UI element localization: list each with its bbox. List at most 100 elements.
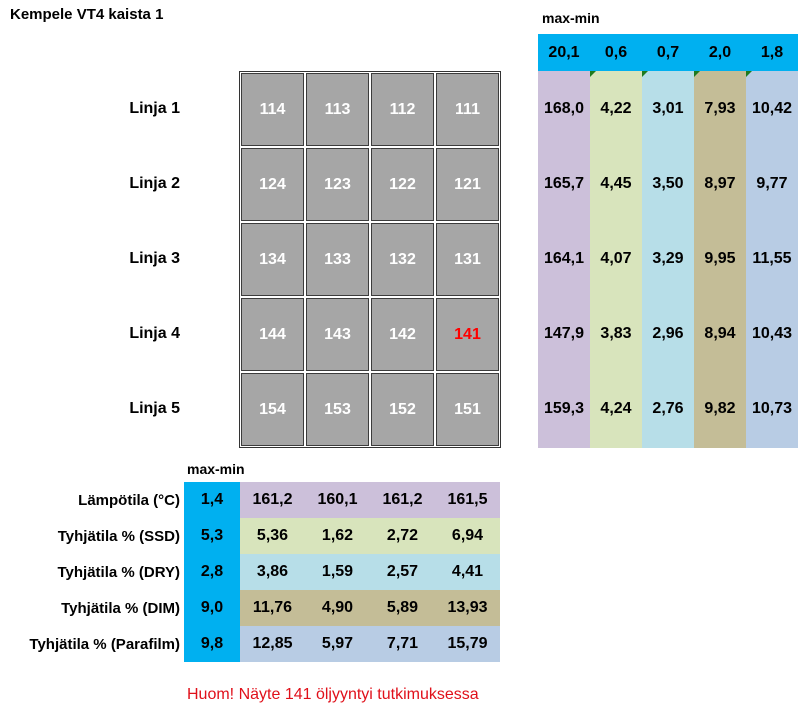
comment-marker-icon [746,71,752,77]
summary-maxmin: 1,4 [184,482,240,518]
summary-row: Tyhjätila % (Parafilm) 9,8 12,85 5,97 7,… [0,626,500,662]
warning-note: Huom! Näyte 141 öljyyntyi tutkimuksessa [187,686,479,703]
value-column: 3,01 3,50 3,29 2,96 2,76 [642,71,694,448]
summary-value: 5,89 [386,599,419,616]
column-value: 2,96 [652,324,684,342]
summary-values: 161,2 160,1 161,2 161,5 [240,482,500,518]
top-maxmin-label: max-min [542,10,600,26]
column-value: 159,3 [543,399,585,417]
top-maxmin-value: 2,0 [708,43,732,61]
grid-row: 154 153 152 151 [240,372,500,447]
bottom-maxmin-label: max-min [187,461,245,477]
value-column: 4,22 4,45 4,07 3,83 4,24 [590,71,642,448]
summary-value: 3,86 [256,563,289,580]
sample-tile: 132 [371,223,434,296]
summary-values: 5,36 1,62 2,72 6,94 [240,518,500,554]
column-value: 7,93 [704,99,736,117]
summary-value: 5,97 [321,635,354,652]
page-title: Kempele VT4 kaista 1 [10,6,164,23]
line-label: Linja 4 [129,325,180,342]
top-maxmin-value: 20,1 [548,43,580,61]
sample-tile: 142 [371,298,434,371]
sample-tile: 122 [371,148,434,221]
sample-tile: 143 [306,298,369,371]
summary-value: 4,41 [451,563,484,580]
summary-values: 3,86 1,59 2,57 4,41 [240,554,500,590]
column-value: 9,77 [756,174,788,192]
sample-tile: 124 [241,148,304,221]
sample-tile: 154 [241,373,304,446]
summary-value: 161,2 [382,491,423,508]
summary-value: 1,62 [321,527,354,544]
column-value: 168,0 [543,99,585,117]
sample-tile: 151 [436,373,499,446]
summary-value: 161,5 [447,491,488,508]
summary-value: 11,76 [252,599,293,616]
column-value: 9,95 [704,249,736,267]
sample-tile: 112 [371,73,434,146]
top-maxmin-value: 0,7 [656,43,680,61]
summary-value: 160,1 [317,491,358,508]
summary-row-label: Tyhjätila % (DIM) [61,599,180,617]
column-value: 4,22 [600,99,632,117]
column-value: 10,43 [751,324,793,342]
sample-tile: 121 [436,148,499,221]
column-value: 165,7 [543,174,585,192]
summary-row: Tyhjätila % (DRY) 2,8 3,86 1,59 2,57 4,4… [0,554,500,590]
column-value: 4,45 [600,174,632,192]
summary-row: Tyhjätila % (SSD) 5,3 5,36 1,62 2,72 6,9… [0,518,500,554]
sample-tile: 123 [306,148,369,221]
column-value: 164,1 [543,249,585,267]
grid-row: 124 123 122 121 [240,147,500,222]
line-label: Linja 2 [129,175,180,192]
summary-row-label: Tyhjätila % (DRY) [57,563,180,581]
sample-tile: 113 [306,73,369,146]
summary-values: 12,85 5,97 7,71 15,79 [240,626,500,662]
grid-row: 144 143 142 141 [240,297,500,372]
summary-value: 13,93 [447,599,488,616]
comment-marker-icon [694,71,700,77]
column-value: 3,29 [652,249,684,267]
column-value: 8,97 [704,174,736,192]
line-label: Linja 3 [129,250,180,267]
sample-tile: 131 [436,223,499,296]
top-maxmin-value: 1,8 [760,43,784,61]
column-value: 3,01 [652,99,684,117]
top-maxmin-row: 20,1 0,6 0,7 2,0 1,8 [538,34,798,71]
top-maxmin-value: 0,6 [604,43,628,61]
sample-tile: 153 [306,373,369,446]
sample-tile: 144 [241,298,304,371]
sample-tile: 152 [371,373,434,446]
summary-row: Lämpötila (°C) 1,4 161,2 160,1 161,2 161… [0,482,500,518]
sample-tile-highlighted: 141 [436,298,499,371]
summary-value: 12,85 [252,635,293,652]
grid-row: 134 133 132 131 [240,222,500,297]
column-value: 4,07 [600,249,632,267]
summary-maxmin: 2,8 [184,554,240,590]
summary-row-label: Tyhjätila % (SSD) [57,527,180,545]
summary-value: 161,2 [252,491,293,508]
column-value: 8,94 [704,324,736,342]
column-value: 10,42 [751,99,793,117]
summary-maxmin: 9,0 [184,590,240,626]
comment-marker-icon [642,71,648,77]
line-label: Linja 5 [129,400,180,417]
grid-row: 114 113 112 111 [240,72,500,147]
summary-value: 15,79 [447,635,488,652]
summary-value: 1,59 [321,563,354,580]
summary-row-label: Tyhjätila % (Parafilm) [29,635,180,653]
value-column: 168,0 165,7 164,1 147,9 159,3 [538,71,590,448]
summary-maxmin: 9,8 [184,626,240,662]
sample-grid: 114 113 112 111 124 123 122 121 134 133 … [239,71,501,448]
column-value: 9,82 [704,399,736,417]
sample-tile: 111 [436,73,499,146]
summary-value: 2,72 [386,527,419,544]
sample-tile: 114 [241,73,304,146]
comment-marker-icon [590,71,596,77]
summary-row: Tyhjätila % (DIM) 9,0 11,76 4,90 5,89 13… [0,590,500,626]
summary-value: 5,36 [256,527,289,544]
summary-value: 6,94 [451,527,484,544]
column-value: 11,55 [752,249,792,267]
column-value: 147,9 [543,324,585,342]
summary-values: 11,76 4,90 5,89 13,93 [240,590,500,626]
